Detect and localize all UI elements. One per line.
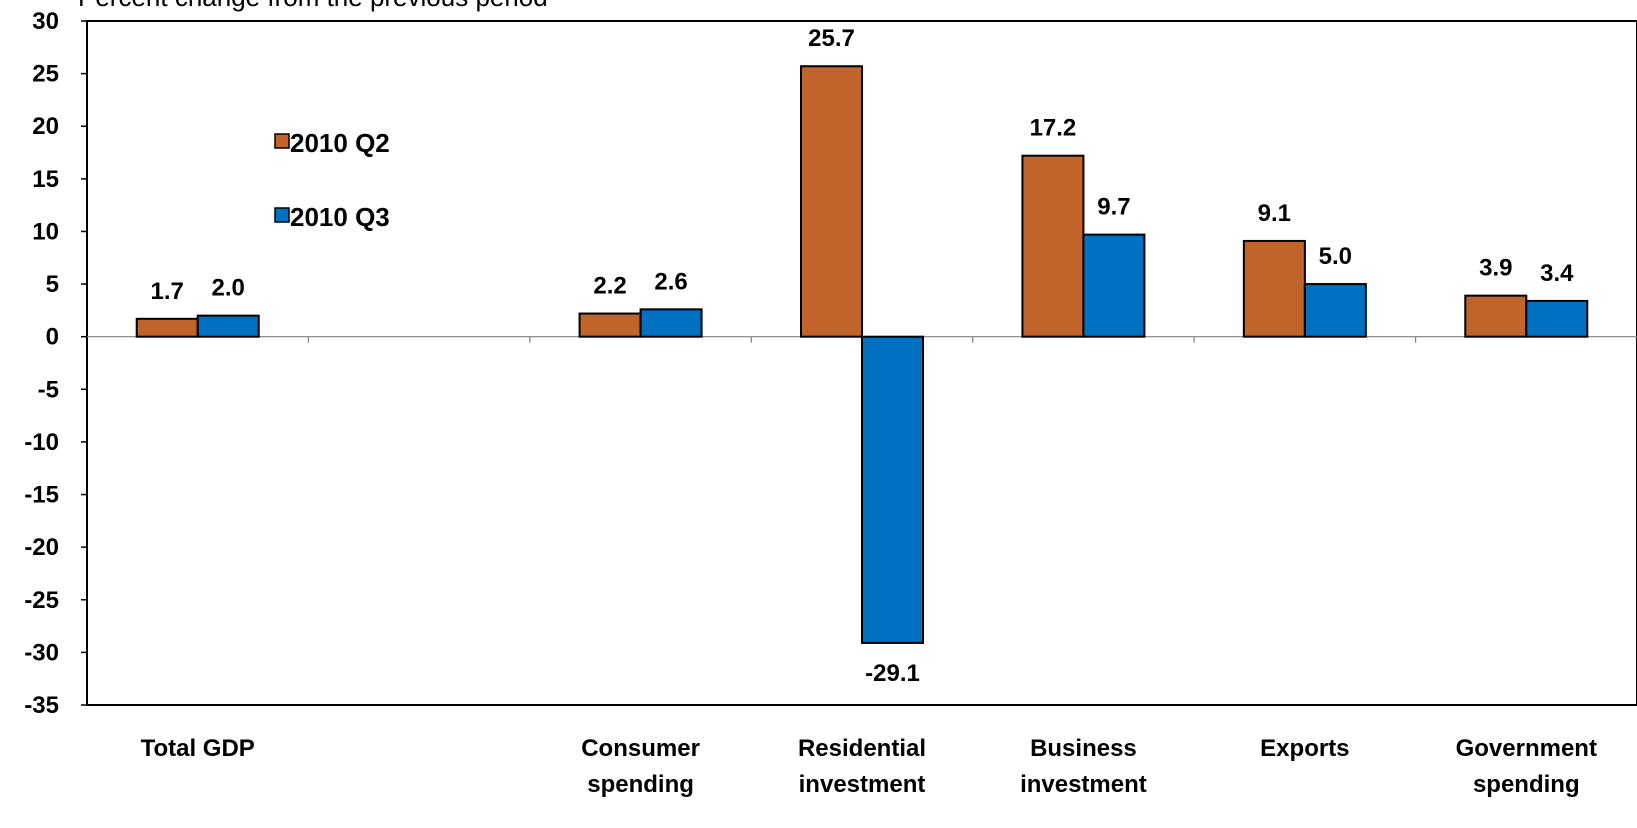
data-label: 2.0 xyxy=(212,275,245,302)
data-label: 9.1 xyxy=(1258,200,1291,227)
x-tick-label: Exports xyxy=(1260,735,1349,762)
bar-q3 xyxy=(1082,233,1146,338)
y-tick-label: 5 xyxy=(46,271,59,298)
bar-q2 xyxy=(1242,239,1306,338)
bar-q3 xyxy=(639,308,703,338)
data-label: 1.7 xyxy=(151,278,184,305)
data-label: -29.1 xyxy=(865,660,920,687)
bar-q3 xyxy=(1303,283,1367,338)
y-tick-label: 10 xyxy=(32,218,59,245)
x-tick-label: Total GDP xyxy=(141,735,255,762)
bar-q3 xyxy=(196,314,260,338)
x-tick-label: Business xyxy=(1030,735,1137,762)
x-tick-label: Consumer xyxy=(581,735,700,762)
data-label: 2.2 xyxy=(593,273,626,300)
plot-area-frame xyxy=(86,20,1637,706)
y-tick-label: 20 xyxy=(32,113,59,140)
y-tick-label: -15 xyxy=(24,482,59,509)
y-tick-label: 15 xyxy=(32,166,59,193)
x-tick-label: Residential xyxy=(798,735,926,762)
y-tick-label: -20 xyxy=(24,534,59,561)
legend-label: 2010 Q2 xyxy=(290,128,390,158)
x-tick-label: investment xyxy=(1020,771,1147,798)
y-tick-label: -10 xyxy=(24,429,59,456)
legend-swatch xyxy=(274,207,290,223)
y-tick-label: -25 xyxy=(24,587,59,614)
bar-q3 xyxy=(1525,299,1589,338)
bar-q2 xyxy=(135,317,199,338)
bars xyxy=(135,65,1589,644)
bar-q2 xyxy=(1464,294,1528,338)
bar-q2 xyxy=(578,312,642,338)
data-label: 25.7 xyxy=(808,25,855,52)
data-label: 3.4 xyxy=(1540,260,1574,287)
y-tick-label: 25 xyxy=(32,61,59,88)
x-tick-label: Government xyxy=(1456,735,1597,762)
data-label: 2.6 xyxy=(654,268,687,295)
x-tick-label: spending xyxy=(1473,771,1580,798)
y-tick-label: -30 xyxy=(24,639,59,666)
data-label: 17.2 xyxy=(1030,115,1077,142)
data-label: 3.9 xyxy=(1479,255,1512,282)
x-tick-label: spending xyxy=(587,771,694,798)
data-label: 5.0 xyxy=(1319,243,1352,270)
y-tick-label: -35 xyxy=(24,692,59,719)
data-label: 9.7 xyxy=(1097,194,1130,221)
bar-q2 xyxy=(1021,154,1085,338)
bar-q2 xyxy=(800,65,863,338)
data-labels: 1.7 2.2 25.7 17.2 9.1 3.9 2.0 2.6 -29.1 9.7 5.0 3.4 xyxy=(151,25,1575,687)
axes: 30 25 20 15 10 5 0 -5 -10 -15 -20 -25 -30 -35 Total GD… xyxy=(24,8,1637,798)
bar-q3 xyxy=(861,335,924,644)
legend: 2010 Q2 2010 Q3 xyxy=(274,128,390,232)
x-tick-label: investment xyxy=(799,771,926,798)
y-tick-label: 30 xyxy=(32,8,59,35)
legend-swatch xyxy=(274,133,290,149)
chart-subtitle: Percent change from the previous period xyxy=(78,0,548,12)
y-tick-label: 0 xyxy=(46,324,59,351)
y-tick-label: -5 xyxy=(38,376,59,403)
legend-label: 2010 Q3 xyxy=(290,202,390,232)
